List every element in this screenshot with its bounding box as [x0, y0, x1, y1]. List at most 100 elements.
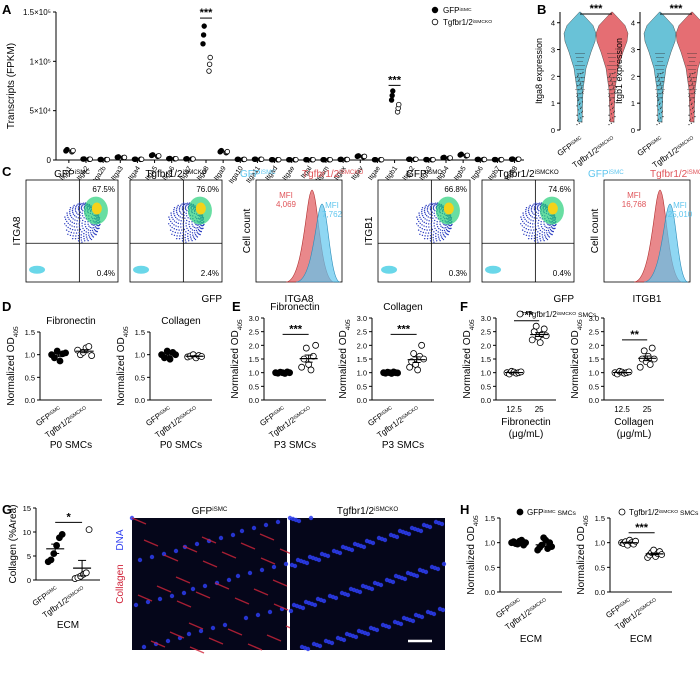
collagen-fiber: [208, 637, 224, 645]
flow-event: [81, 202, 83, 205]
flow-event: [443, 227, 445, 229]
flow-event: [78, 226, 81, 228]
y-axis-label: Normalized OD405: [576, 515, 590, 595]
flow-event: [185, 231, 187, 233]
flow-header: Tgfbr1/2iSMCKO: [497, 169, 559, 181]
flow-event: [75, 210, 77, 213]
data-point: [321, 156, 327, 163]
flow-event: [554, 227, 556, 230]
flow-event: [433, 208, 435, 211]
collagen-fiber: [240, 542, 256, 550]
flow-event: [187, 202, 189, 204]
data-point: [200, 32, 207, 38]
dna-nucleus: [267, 609, 273, 615]
violin-point: [692, 107, 694, 110]
flow-event: [184, 217, 186, 219]
y-tick-label: 2.5: [589, 328, 599, 337]
dna-nucleus: [337, 550, 343, 556]
data-point: [396, 101, 402, 108]
data-point: [201, 23, 207, 29]
violin-point: [578, 122, 581, 124]
flow-event: [185, 202, 187, 205]
flow-event: [73, 204, 75, 207]
flow-event: [537, 202, 539, 205]
panel-label: C: [2, 164, 12, 179]
y-tick-label: 0.0: [357, 396, 367, 405]
flow-event: [432, 239, 435, 241]
collagen-fiber: [156, 585, 172, 593]
collagen-fiber: [253, 588, 269, 596]
flow-event: [534, 204, 537, 207]
collagen-fiber: [247, 643, 263, 651]
quadrant-percent: 74.6%: [548, 185, 571, 194]
flow-event: [520, 216, 522, 218]
violin-point: [614, 71, 616, 73]
flow-event: [430, 223, 432, 225]
flow-event: [426, 229, 428, 231]
flow-event: [192, 225, 194, 227]
y-axis-label: Cell count: [242, 209, 253, 254]
violin-point: [580, 117, 582, 119]
flow-event: [181, 213, 183, 216]
collagen-fiber: [234, 597, 250, 605]
violin-point: [661, 111, 663, 114]
violin-point: [693, 86, 695, 88]
flow-event: [73, 215, 76, 217]
collagen-fiber: [273, 603, 289, 611]
flow-event: [185, 208, 187, 211]
flow-event: [185, 219, 188, 222]
violin-point: [612, 82, 614, 84]
flow-event: [179, 210, 181, 213]
flow-event: [66, 212, 68, 214]
quadrant-percent: 66.8%: [444, 185, 467, 194]
dna-nucleus: [304, 560, 310, 566]
hist-legend: Tgfbr1/2iSMCKO: [650, 169, 700, 181]
data-point: [378, 156, 385, 163]
flow-event: [181, 217, 183, 219]
flow-event: [199, 233, 201, 236]
flow-event: [193, 226, 196, 229]
quadrant-percent: 2.4%: [201, 269, 219, 278]
violin-point: [581, 91, 584, 94]
x-category-label: 12.5: [614, 405, 630, 414]
flow-event: [523, 216, 525, 219]
flow-event: [418, 214, 421, 216]
quadrant-percent: 0.3%: [449, 269, 467, 278]
violin-point: [657, 99, 659, 102]
violin-point: [581, 86, 583, 88]
flow-event: [87, 221, 89, 223]
flow-event: [170, 220, 172, 223]
dna-nucleus: [283, 561, 289, 567]
data-point: [121, 154, 128, 161]
flow-event: [427, 223, 430, 225]
flow-event: [81, 231, 83, 233]
flow-event: [185, 241, 187, 243]
flow-event: [524, 218, 526, 221]
flow-event: [536, 236, 538, 239]
flow-event: [429, 229, 431, 231]
violin-point: [656, 124, 658, 126]
flow-event: [547, 227, 549, 229]
flow-event: [435, 202, 437, 204]
flow-event: [178, 219, 180, 221]
y-axis-label: Cell count: [590, 209, 601, 254]
data-point: [640, 347, 648, 355]
density-low: [29, 265, 46, 274]
flow-event: [72, 213, 75, 215]
flow-event: [169, 229, 172, 231]
flow-event: [65, 225, 67, 227]
x-axis-label: GFP: [553, 294, 574, 305]
violin-point: [661, 91, 664, 94]
flow-event: [440, 225, 442, 227]
flow-event: [191, 229, 194, 231]
dna-nucleus: [333, 595, 339, 601]
flow-event: [525, 207, 528, 209]
y-axis-label: Transcripts (FPKM): [6, 43, 17, 129]
dna-nucleus: [370, 540, 376, 546]
flow-event: [181, 229, 183, 231]
flow-event: [546, 233, 549, 236]
flow-event: [435, 203, 437, 206]
flow-event: [537, 219, 540, 222]
data-point: [517, 368, 525, 376]
flow-event: [191, 223, 193, 225]
